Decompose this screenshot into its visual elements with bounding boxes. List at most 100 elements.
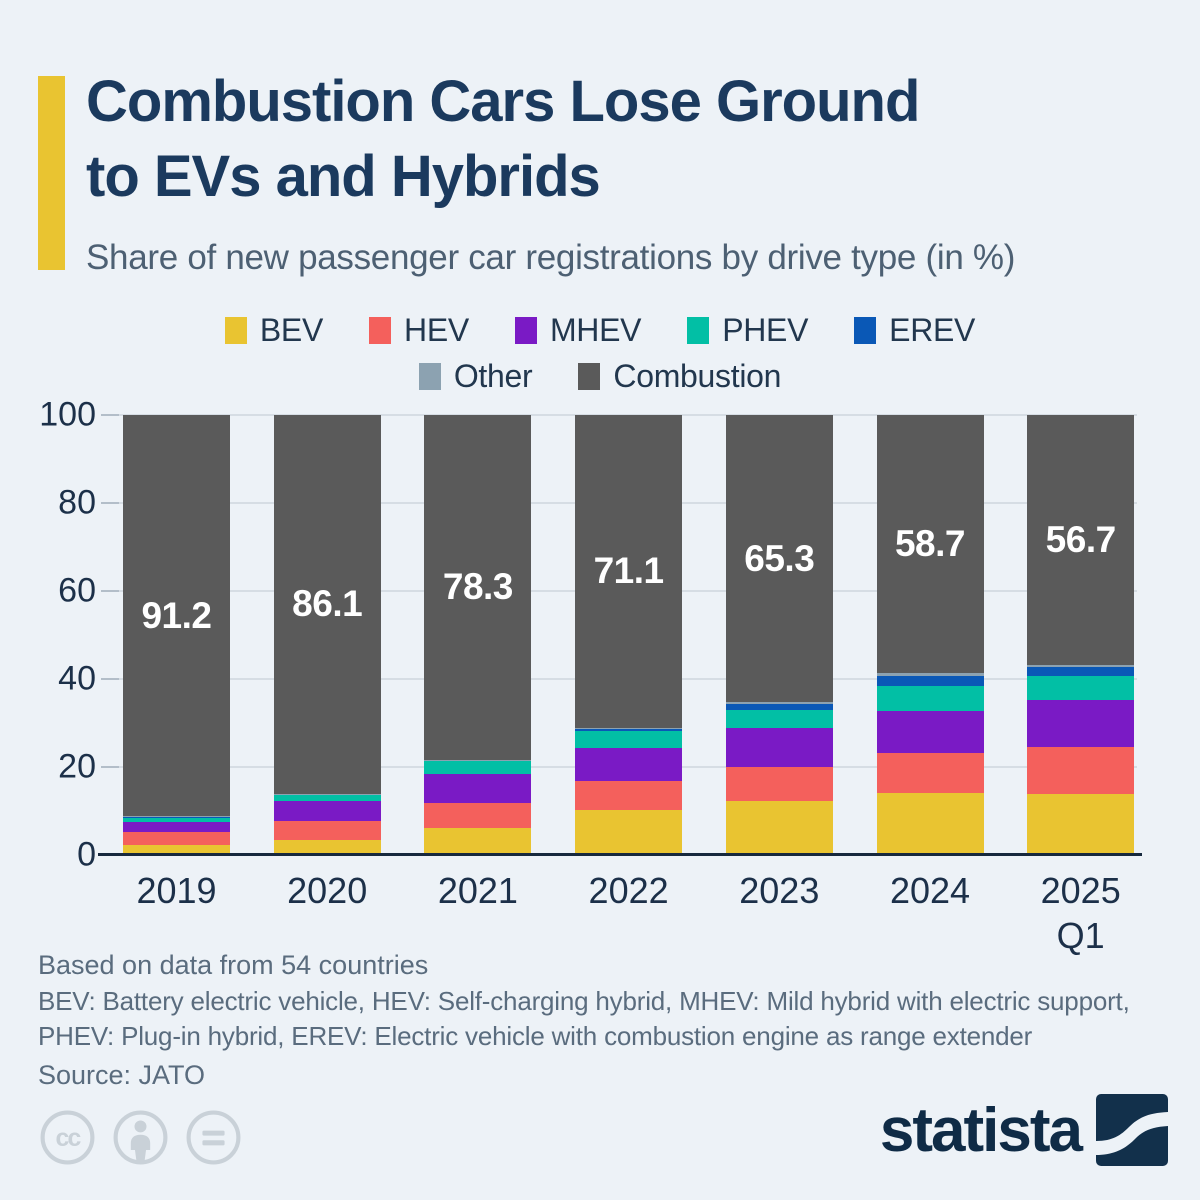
x-axis-label-2025-Q1: 2025 Q1 <box>1040 870 1121 956</box>
x-axis-label-2020: 2020 <box>287 870 368 911</box>
x-axis-label-2022: 2022 <box>588 870 669 911</box>
y-tick-60 <box>101 590 119 592</box>
license-icons: cc <box>38 1108 243 1167</box>
legend-label-hev: HEV <box>404 312 469 348</box>
bar-segment-combustion: 78.3 <box>424 415 532 760</box>
bar-segment-phev <box>876 685 984 712</box>
y-axis-label-100: 100 <box>39 395 96 434</box>
combustion-value-label: 86.1 <box>292 583 363 625</box>
bar-segment-other <box>123 816 230 818</box>
x-axis-label-2021: 2021 <box>437 870 518 911</box>
legend-item-combustion: Combustion <box>578 358 781 395</box>
bar-segment-combustion: 86.1 <box>273 415 381 794</box>
bar-segment-mhev <box>424 773 532 803</box>
bar-2019: 91.2 <box>123 415 230 855</box>
legend-swatch-mhev <box>514 317 537 344</box>
statista-logo-icon <box>1096 1094 1168 1166</box>
legend-label-combustion: Combustion <box>613 358 782 394</box>
legend-item-mhev: MHEV <box>514 312 642 349</box>
bar-segment-bev <box>725 801 833 855</box>
bar-segment-bev <box>876 793 984 855</box>
y-axis-label-20: 20 <box>58 747 96 786</box>
bar-2025-Q1: 56.7 <box>1027 415 1135 855</box>
y-tick-40 <box>101 678 119 680</box>
combustion-value-label: 58.7 <box>894 523 966 565</box>
bar-segment-combustion: 91.2 <box>123 415 230 817</box>
source-label: Source: JATO <box>38 1060 206 1090</box>
bar-segment-hev <box>123 831 230 845</box>
statista-branding: statista <box>880 1094 1168 1166</box>
bar-segment-phev <box>424 760 532 774</box>
bar-segment-bev <box>424 828 532 855</box>
footer-note-countries: Based on data from 54 countries <box>38 950 429 980</box>
footer-note-abbreviations-2: PHEV: Plug-in hybrid, EREV: Electric veh… <box>38 1021 1033 1051</box>
bar-segment-combustion: 56.7 <box>1027 415 1135 665</box>
bar-2021: 78.3 <box>424 415 532 855</box>
bar-segment-erev <box>1027 666 1135 676</box>
combustion-value-label: 56.7 <box>1045 518 1117 560</box>
bar-segment-bev <box>575 810 683 855</box>
bar-segment-erev <box>876 675 984 686</box>
bar-segment-hev <box>876 752 984 794</box>
gridline-100 <box>105 414 1137 416</box>
bar-segment-other <box>725 702 833 704</box>
bar-segment-other <box>1027 664 1135 667</box>
legend-swatch-phev <box>687 317 710 344</box>
bar-segment-other <box>424 759 532 761</box>
svg-text:cc: cc <box>56 1124 82 1152</box>
plot-area: 91.2 86.1 78.3 71.1 65.3 58.7 56.7 <box>101 414 1137 855</box>
legend-swatch-erev <box>854 317 877 344</box>
bar-segment-phev <box>273 794 381 802</box>
y-axis-label-80: 80 <box>58 483 96 522</box>
legend-label-erev: EREV <box>889 312 976 348</box>
bar-segment-hev <box>273 820 381 840</box>
bar-segment-hev <box>424 802 532 829</box>
y-axis: 0 20 40 60 80 100 <box>0 396 96 874</box>
combustion-value-label: 71.1 <box>593 550 665 592</box>
bar-segment-hev <box>575 780 683 811</box>
title-accent-bar <box>38 76 65 270</box>
x-axis-label-2023: 2023 <box>739 870 820 911</box>
bar-segment-combustion: 58.7 <box>876 415 984 674</box>
legend-label-other: Other <box>453 358 533 394</box>
bar-segment-phev <box>123 817 230 822</box>
legend-item-erev: EREV <box>854 312 975 349</box>
combustion-value-label: 65.3 <box>744 537 815 579</box>
bar-segment-mhev <box>1027 699 1135 748</box>
bar-segment-erev <box>725 703 833 710</box>
legend-item-phev: PHEV <box>687 312 808 349</box>
x-axis-line <box>98 853 1142 856</box>
legend-swatch-combustion <box>578 363 601 390</box>
legend: BEV HEV MHEV PHEV EREV Other Combustion <box>0 312 1200 395</box>
bar-2020: 86.1 <box>273 415 381 855</box>
combustion-value-label: 78.3 <box>442 566 514 608</box>
legend-label-phev: PHEV <box>722 312 809 348</box>
bar-segment-mhev <box>273 801 381 821</box>
y-tick-20 <box>101 766 119 768</box>
bar-segment-mhev <box>575 748 683 781</box>
bar-segment-phev <box>725 709 833 729</box>
y-axis-label-60: 60 <box>58 571 96 610</box>
no-derivatives-icon <box>186 1110 241 1165</box>
legend-item-bev: BEV <box>224 312 324 349</box>
bar-segment-other <box>876 673 984 676</box>
bar-segment-bev <box>1027 794 1135 855</box>
x-axis-label-2024: 2024 <box>889 870 971 911</box>
bar-segment-bev <box>273 839 381 855</box>
bar-segment-phev <box>575 730 683 749</box>
bar-segment-erev <box>575 729 683 731</box>
legend-row-2: Other Combustion <box>418 358 781 395</box>
y-axis-label-40: 40 <box>58 659 96 698</box>
bar-segment-combustion: 71.1 <box>575 415 683 728</box>
legend-label-bev: BEV <box>259 312 324 348</box>
page-subtitle: Share of new passenger car registrations… <box>86 238 1016 277</box>
bar-segment-hev <box>725 767 833 802</box>
y-tick-100 <box>101 414 119 416</box>
attribution-icon <box>113 1110 168 1165</box>
bar-segment-bev <box>123 844 230 855</box>
bar-segment-mhev <box>725 728 833 768</box>
bar-segment-combustion: 65.3 <box>725 415 833 703</box>
bar-2022: 71.1 <box>575 415 683 855</box>
legend-label-mhev: MHEV <box>549 312 642 348</box>
bar-2023: 65.3 <box>725 415 833 855</box>
